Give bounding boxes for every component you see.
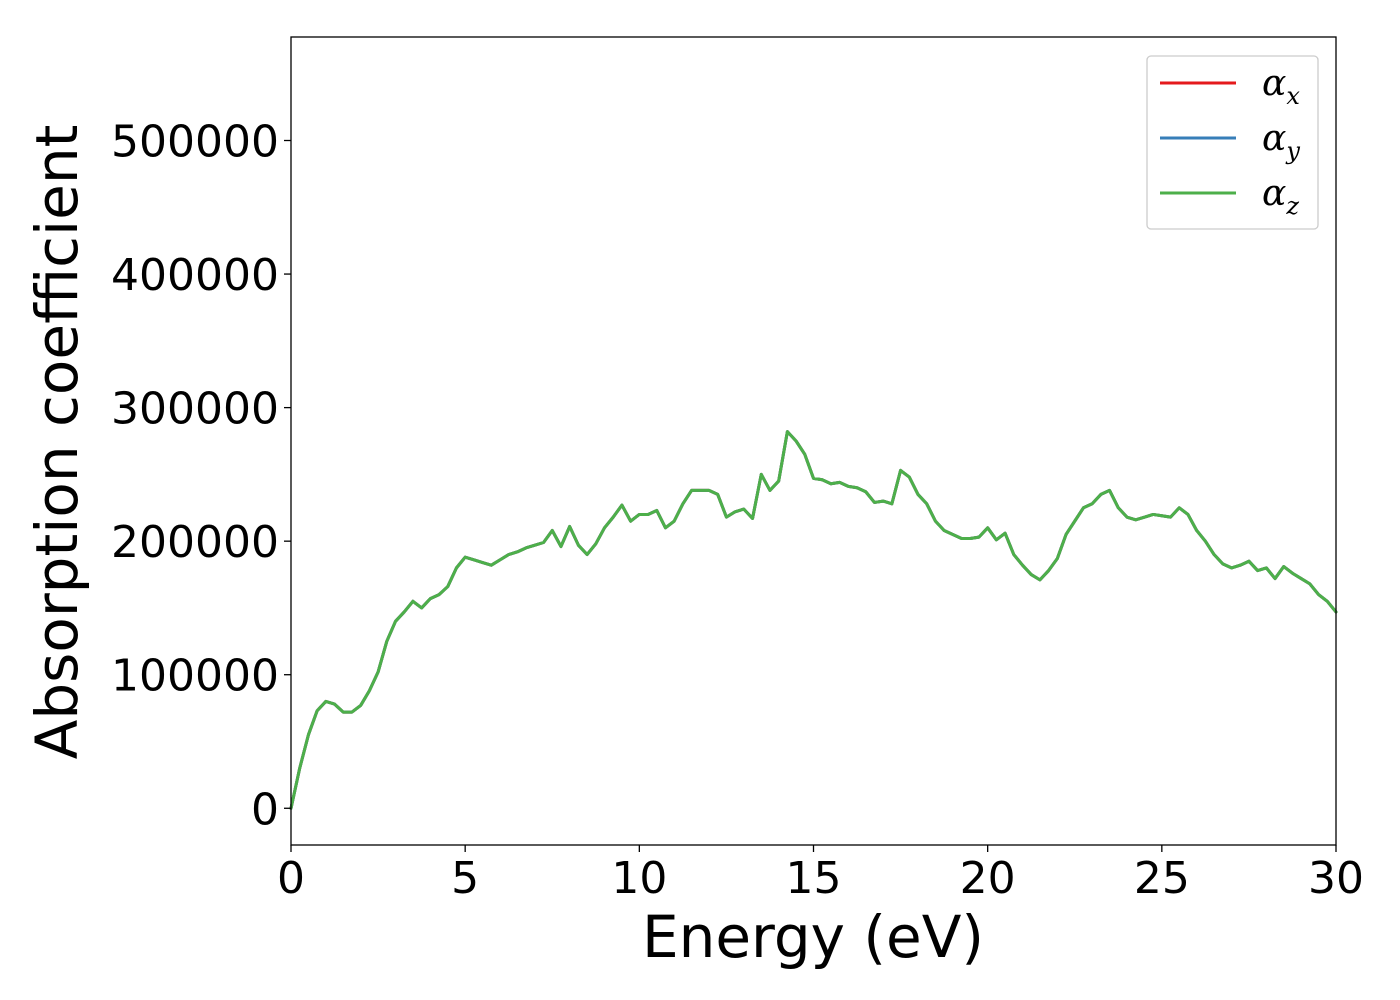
y-tick-label: 200000 <box>111 517 279 568</box>
legend-label-x: αx <box>1262 63 1300 110</box>
series-layer <box>289 430 1338 810</box>
x-tick-label: 10 <box>611 853 667 904</box>
x-axis: 0 5 10 15 20 25 30 <box>277 845 1364 904</box>
x-tick-label: 5 <box>451 853 479 904</box>
x-tick-label: 15 <box>786 853 842 904</box>
series-line-z <box>289 430 1338 810</box>
x-tick-label: 30 <box>1308 853 1364 904</box>
y-tick-label: 0 <box>251 784 279 835</box>
legend-label-y: αy <box>1262 118 1300 165</box>
series-line-y <box>289 430 1338 810</box>
y-tick-label: 100000 <box>111 651 279 702</box>
y-tick-label: 300000 <box>111 384 279 435</box>
legend-label-z: αz <box>1262 173 1299 220</box>
y-axis: 0 100000 200000 300000 400000 500000 <box>111 117 291 835</box>
y-tick-label: 400000 <box>111 250 279 301</box>
y-axis-title: Absorption coefficient <box>23 125 91 760</box>
legend: αx αy αz <box>1146 55 1319 230</box>
x-tick-label: 0 <box>277 853 305 904</box>
x-tick-label: 25 <box>1134 853 1190 904</box>
series-line-x <box>289 430 1338 810</box>
legend-box <box>1146 55 1319 230</box>
y-tick-label: 500000 <box>111 117 279 168</box>
x-axis-title: Energy (eV) <box>642 903 984 971</box>
x-tick-label: 20 <box>960 853 1016 904</box>
